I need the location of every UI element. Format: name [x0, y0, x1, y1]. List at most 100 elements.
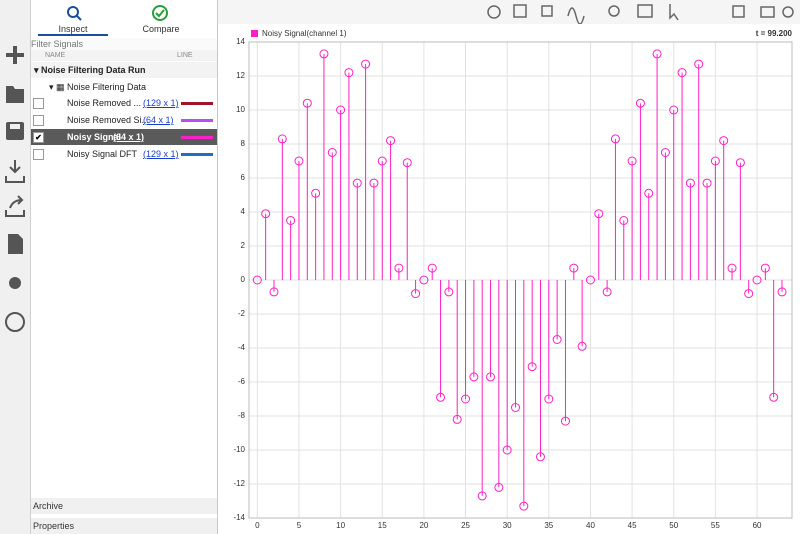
- plot-frame: [248, 41, 793, 519]
- stem-marker: [444, 287, 454, 297]
- stem-marker: [685, 178, 695, 188]
- signal-row[interactable]: Noise Removed Si... (64 x 1): [31, 112, 217, 128]
- stem-marker: [552, 335, 562, 344]
- stem-marker: [494, 482, 504, 492]
- column-header: NAME: [45, 52, 66, 59]
- legend-label[interactable]: Noisy Signal(channel 1): [262, 29, 347, 38]
- stem-marker: [361, 59, 371, 69]
- stem-marker: [669, 105, 679, 115]
- tab[interactable]: Inspect: [38, 24, 108, 36]
- x-tick-label: 10: [336, 521, 345, 530]
- cursor-time: t = 99.200: [756, 29, 793, 38]
- y-tick-label: 8: [241, 139, 246, 148]
- line-swatch: [181, 102, 213, 105]
- plot: Noisy Signal(channel 1) t = 99.200 -14 -1…: [218, 24, 800, 534]
- x-tick-label: 40: [586, 521, 595, 530]
- signal-row[interactable]: Noisy Signal DFT (129 x 1): [31, 146, 217, 162]
- checkbox[interactable]: [33, 98, 44, 109]
- signal-size[interactable]: (64 x 1): [143, 115, 174, 125]
- stem-marker: [327, 148, 337, 157]
- stem-marker: [269, 287, 279, 297]
- signal-row[interactable]: Noise Removed ... (129 x 1): [31, 95, 217, 111]
- archive-bar[interactable]: Archive: [31, 498, 217, 514]
- group-name: Noise Filtering Data: [67, 82, 147, 92]
- tab-icons: [67, 5, 168, 21]
- stem-marker: [469, 372, 479, 382]
- y-tick-label: 4: [241, 207, 246, 216]
- stem-marker: [560, 416, 570, 426]
- signal-name: Noise Removed Si...: [67, 115, 150, 125]
- signal-name: Noisy Signal: [67, 132, 122, 142]
- y-tick-label: -2: [238, 309, 246, 318]
- y-tick-label: 12: [236, 71, 245, 80]
- y-tick-label: 2: [241, 241, 246, 250]
- stem-marker: [419, 275, 429, 285]
- stem-marker: [760, 263, 770, 273]
- stem-marker: [577, 341, 587, 351]
- stem-marker: [535, 452, 545, 462]
- stem-marker: [594, 209, 604, 219]
- stem-marker: [411, 289, 421, 299]
- checkbox[interactable]: ✔: [33, 132, 44, 143]
- y-tick-label: 0: [241, 275, 246, 284]
- toolbar-icons: [487, 4, 794, 25]
- stem-marker: [502, 445, 512, 455]
- stem-marker: [402, 158, 412, 168]
- column-header: LINE: [177, 52, 193, 59]
- stem-marker: [394, 263, 404, 273]
- x-tick-label: 35: [544, 521, 553, 530]
- stem-marker: [294, 156, 304, 166]
- stem-marker: [727, 263, 737, 273]
- stem-marker: [585, 275, 595, 285]
- signal-name: Noisy Signal DFT: [67, 149, 138, 159]
- stem-marker: [735, 158, 745, 168]
- stem-marker: [710, 156, 720, 166]
- signal-size[interactable]: (129 x 1): [143, 149, 179, 159]
- stem-marker: [336, 105, 346, 115]
- x-tick-label: 25: [461, 521, 470, 530]
- x-tick-label: 5: [297, 521, 302, 530]
- stem-marker: [752, 275, 762, 285]
- stem-marker: [277, 134, 287, 144]
- stem-marker: [377, 156, 387, 166]
- stem-marker: [261, 209, 271, 219]
- sidebar: Inspect Compare Filter Signals NAME LINE…: [31, 0, 218, 534]
- properties-bar[interactable]: Properties: [31, 518, 217, 534]
- checkbox[interactable]: [33, 115, 44, 126]
- signal-row[interactable]: ✔ Noisy Signal (64 x 1): [31, 129, 217, 145]
- y-tick-label: 10: [236, 105, 245, 114]
- filter-box[interactable]: Filter Signals: [31, 38, 217, 50]
- y-tick-label: -14: [233, 513, 245, 522]
- stem-marker: [286, 216, 296, 225]
- icon-bar: [0, 0, 31, 534]
- stem-marker: [344, 68, 354, 78]
- stem-marker: [352, 178, 362, 188]
- run-row[interactable]: ▾ Noise Filtering Data Run: [31, 62, 217, 78]
- tab[interactable]: Compare: [142, 24, 180, 34]
- stem-marker: [477, 491, 487, 501]
- stem-marker: [486, 372, 496, 382]
- stem-marker: [427, 263, 437, 273]
- signal-size[interactable]: (64 x 1): [113, 132, 145, 142]
- stem-marker: [610, 134, 620, 144]
- legend-swatch: [251, 30, 258, 37]
- icons: [5, 46, 25, 332]
- stem-marker: [519, 501, 529, 511]
- stem-marker: [461, 394, 471, 404]
- y-tick-label: -12: [233, 479, 245, 488]
- stem-marker: [302, 98, 312, 108]
- stem-marker: [452, 414, 462, 424]
- x-tick-label: 20: [419, 521, 428, 530]
- stem-marker: [369, 178, 379, 188]
- y-tick-label: -4: [238, 343, 246, 352]
- archive: Archive: [33, 501, 64, 511]
- stem-marker: [627, 156, 637, 166]
- group-row[interactable]: ▾ ▦ Noise Filtering Data: [49, 82, 147, 92]
- stem-marker: [677, 68, 687, 78]
- signal-size[interactable]: (129 x 1): [143, 98, 179, 108]
- checkbox[interactable]: [33, 149, 44, 160]
- stem-marker: [544, 394, 554, 404]
- y-tick-label: 14: [236, 37, 245, 46]
- y-tick-label: -10: [233, 445, 245, 454]
